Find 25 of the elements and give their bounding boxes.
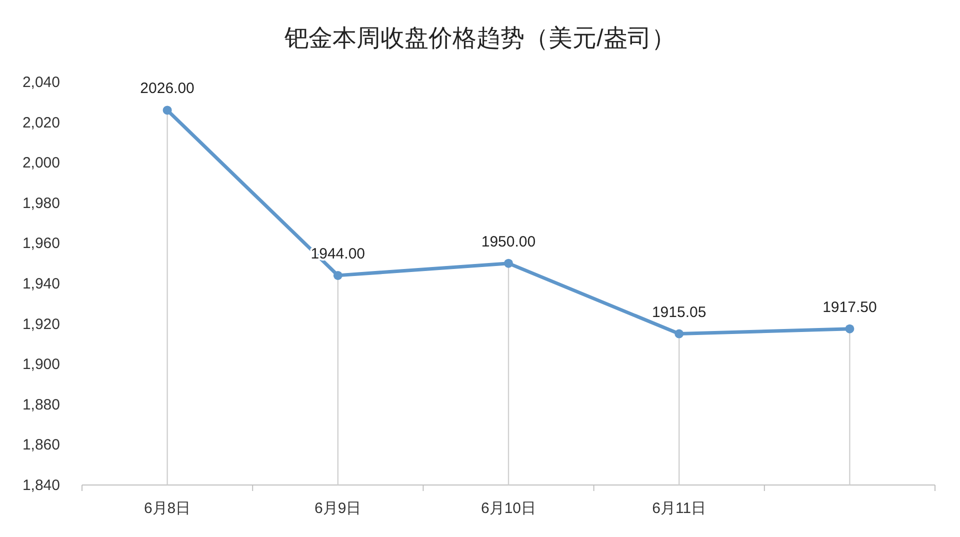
data-label: 1915.05	[652, 304, 706, 321]
x-tick-label: 6月11日	[652, 500, 706, 517]
title: 钯金本周收盘价格趋势（美元/盎司）	[284, 25, 676, 52]
y-tick-label: 2,020	[22, 114, 60, 132]
point	[504, 258, 513, 268]
data-label: 1950.00	[481, 233, 536, 250]
x-tick-label: 6月9日	[314, 500, 362, 517]
x-tick-label: 6月8日	[144, 500, 191, 517]
point	[162, 106, 172, 115]
y-tick-label: 1,900	[22, 356, 60, 374]
y-tick-label: 1,840	[22, 477, 60, 494]
y-tick-label: 2,000	[22, 154, 60, 172]
data-label: 2026.00	[140, 80, 194, 98]
point	[674, 329, 684, 338]
y-tick-label: 1,980	[22, 194, 60, 212]
y-tick-label: 2,040	[22, 74, 60, 91]
y-tick-label: 1,860	[22, 436, 60, 454]
y-tick-label: 1,920	[22, 316, 60, 333]
y-tick-label: 1,880	[22, 396, 60, 414]
x-tick-label: 6月10日	[480, 500, 536, 517]
point	[845, 324, 854, 334]
point	[333, 270, 342, 280]
data-label: 1917.50	[822, 298, 877, 316]
y-tick-label: 1,960	[22, 235, 60, 252]
y-tick-label: 1,940	[22, 276, 60, 292]
